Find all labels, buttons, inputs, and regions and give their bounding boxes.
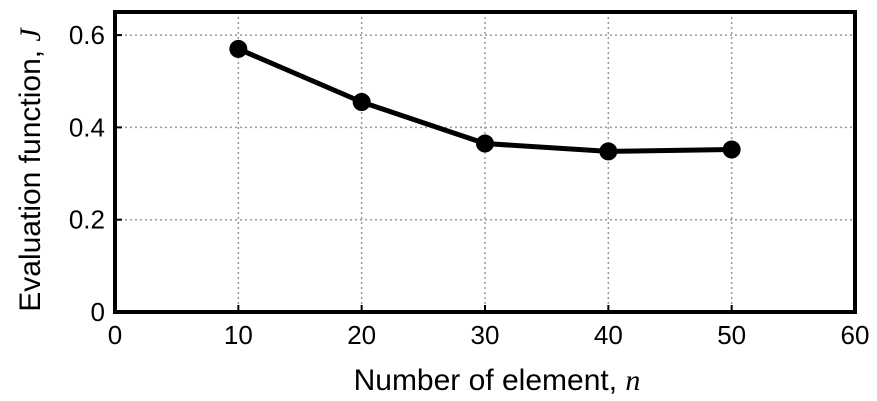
data-point xyxy=(476,134,494,153)
data-point xyxy=(599,142,618,161)
tick-labels: 0 10 20 30 40 50 60 0 0.2 0.4 0.6 xyxy=(69,20,870,350)
x-axis-label-text: Number of element, xyxy=(354,364,626,397)
y-axis-label: Evaluation function, J xyxy=(14,27,47,312)
x-axis-label-variable: n xyxy=(625,364,640,397)
y-axis-label-variable: J xyxy=(14,27,47,42)
y-tick-label: 0.4 xyxy=(69,112,105,142)
x-tick-label: 0 xyxy=(108,320,122,350)
grid-lines xyxy=(115,12,855,312)
x-axis-label: Number of element, n xyxy=(354,364,641,397)
data-point xyxy=(229,39,248,58)
y-tick-label: 0.2 xyxy=(69,205,105,235)
x-tick-label: 60 xyxy=(841,320,870,350)
y-tick-label: 0.6 xyxy=(69,20,105,50)
x-tick-label: 50 xyxy=(717,320,746,350)
x-tick-label: 40 xyxy=(594,320,623,350)
data-point xyxy=(722,140,741,159)
x-tick-label: 10 xyxy=(224,320,253,350)
y-tick-label: 0 xyxy=(91,297,105,327)
data-point xyxy=(352,93,371,111)
x-tick-label: 30 xyxy=(471,320,500,350)
series-line-group xyxy=(229,39,741,161)
x-tick-label: 20 xyxy=(347,320,376,350)
y-axis-label-text: Evaluation function, xyxy=(14,42,47,312)
